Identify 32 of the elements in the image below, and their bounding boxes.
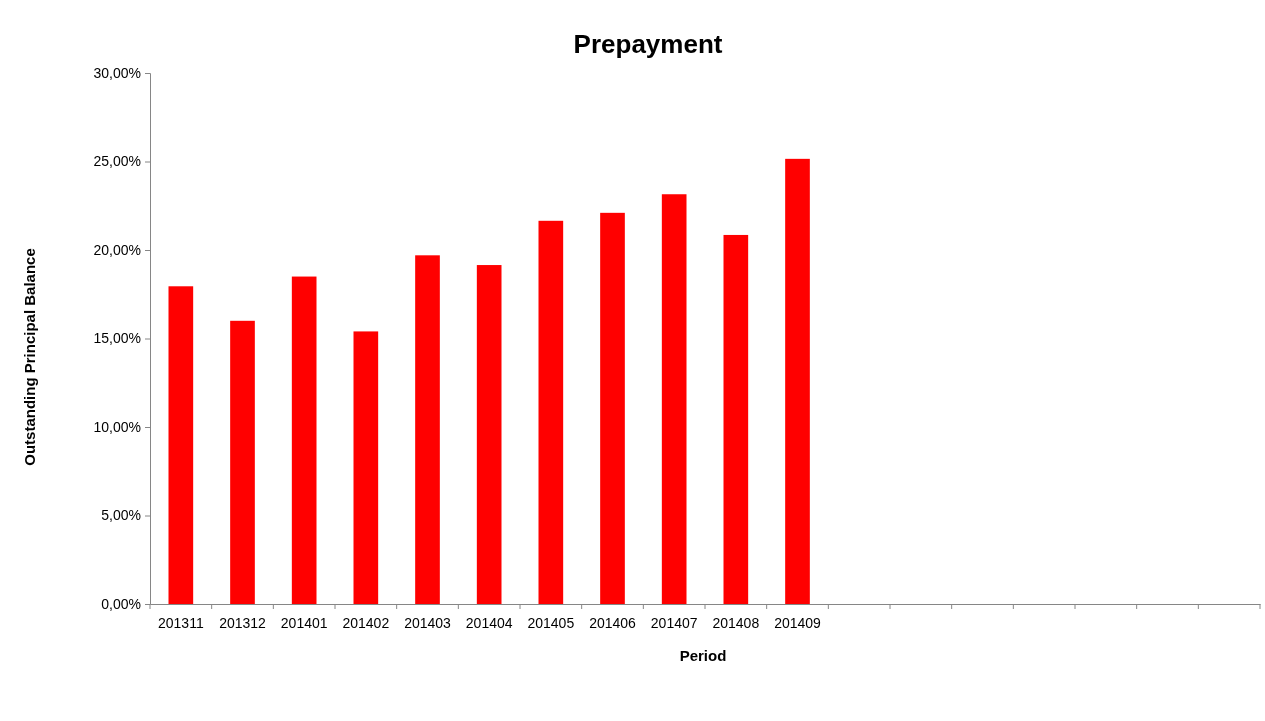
x-tick-label: 201409 xyxy=(774,614,822,631)
bar xyxy=(600,212,625,604)
bar xyxy=(230,320,255,604)
chart-title: Prepayment xyxy=(573,29,723,59)
x-tick-label: 201402 xyxy=(342,614,390,631)
bar xyxy=(785,158,810,604)
x-tick-label: 201406 xyxy=(589,614,637,631)
x-tick-label: 201312 xyxy=(219,614,267,631)
y-tick-label: 0,00% xyxy=(101,595,141,612)
x-tick-label: 201311 xyxy=(157,614,204,631)
bar xyxy=(168,286,194,604)
y-tick-label: 15,00% xyxy=(93,330,141,347)
x-tick-label: 201408 xyxy=(712,614,760,631)
y-axis-title: Outstanding Principal Balance xyxy=(21,248,38,466)
bar xyxy=(415,255,440,604)
y-tick-label: 20,00% xyxy=(93,241,141,258)
x-tick-label: 201403 xyxy=(404,614,452,631)
x-tick-label: 201401 xyxy=(280,614,328,631)
bar xyxy=(538,220,564,604)
x-tick-label: 201405 xyxy=(527,614,575,631)
bar xyxy=(353,331,379,604)
y-tick-label: 30,00% xyxy=(93,64,141,81)
x-axis-title: Period xyxy=(679,647,727,664)
bar xyxy=(661,194,687,604)
y-tick-label: 10,00% xyxy=(93,418,141,435)
x-tick-label: 201404 xyxy=(465,614,513,631)
y-tick-label: 5,00% xyxy=(101,507,141,524)
bar xyxy=(723,234,749,604)
bar xyxy=(476,265,502,604)
bar xyxy=(291,276,317,604)
y-tick-label: 25,00% xyxy=(93,153,141,170)
x-tick-label: 201407 xyxy=(650,614,698,631)
